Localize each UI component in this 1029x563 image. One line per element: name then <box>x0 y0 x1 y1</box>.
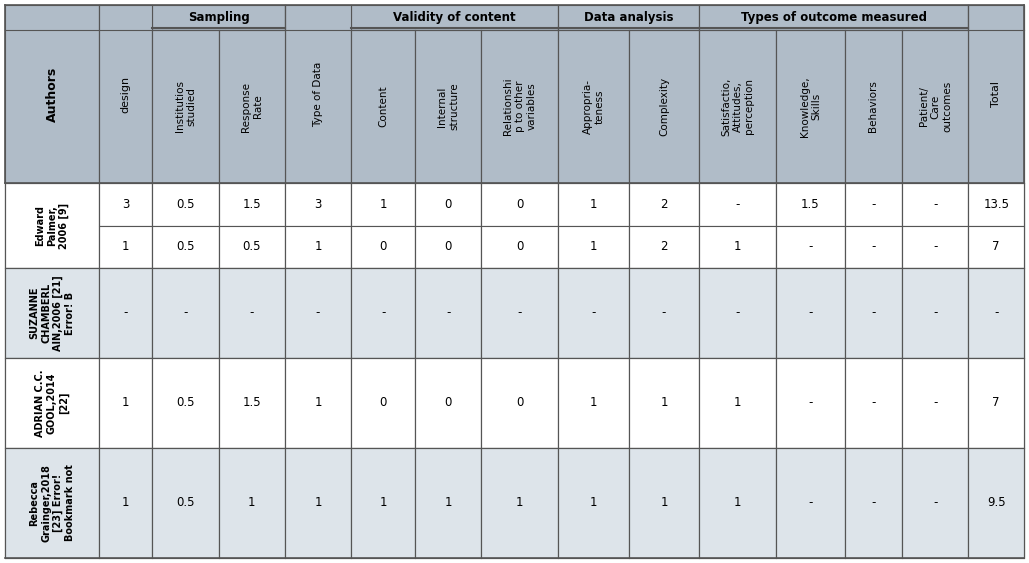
Text: 0: 0 <box>380 396 387 409</box>
Text: Response
Rate: Response Rate <box>241 82 262 132</box>
Text: 1: 1 <box>122 497 130 510</box>
Text: Types of outcome measured: Types of outcome measured <box>741 11 927 24</box>
Text: 1: 1 <box>590 497 597 510</box>
Bar <box>5 358 99 448</box>
Bar <box>218 268 285 358</box>
Bar <box>629 226 700 268</box>
Text: 0.5: 0.5 <box>243 240 261 253</box>
Bar <box>351 30 415 183</box>
Text: 0: 0 <box>445 396 452 409</box>
Text: Behaviors: Behaviors <box>868 81 879 132</box>
Bar <box>845 448 902 558</box>
Bar <box>285 268 351 358</box>
Text: -: - <box>381 306 385 319</box>
Bar <box>482 358 559 448</box>
Bar <box>415 358 482 448</box>
Text: 1: 1 <box>734 240 742 253</box>
Text: 0: 0 <box>517 198 524 211</box>
Bar <box>5 268 99 358</box>
Bar <box>629 30 700 183</box>
Bar <box>351 226 415 268</box>
Text: Internal
structure: Internal structure <box>437 83 459 130</box>
Bar <box>776 226 845 268</box>
Text: 1.5: 1.5 <box>243 396 261 409</box>
Bar <box>415 183 482 226</box>
Bar <box>218 226 285 268</box>
Text: Complexity: Complexity <box>659 77 669 136</box>
Text: 1: 1 <box>380 497 387 510</box>
Text: Type of Data: Type of Data <box>313 61 323 127</box>
Bar <box>482 268 559 358</box>
Bar <box>5 30 1024 183</box>
Bar <box>5 448 1024 558</box>
Bar <box>700 183 776 226</box>
Text: 2: 2 <box>661 198 668 211</box>
Text: -: - <box>736 198 740 211</box>
Text: 1.5: 1.5 <box>243 198 261 211</box>
Text: Authors: Authors <box>45 66 59 122</box>
Text: Relationshi
p to other
variables: Relationshi p to other variables <box>503 78 536 135</box>
Text: -: - <box>123 306 128 319</box>
Bar <box>482 448 559 558</box>
Bar <box>482 226 559 268</box>
Bar <box>776 358 845 448</box>
Text: -: - <box>933 240 937 253</box>
Text: 1: 1 <box>314 396 322 409</box>
Text: -: - <box>933 396 937 409</box>
Bar <box>285 226 351 268</box>
Bar <box>902 226 968 268</box>
Text: design: design <box>120 75 131 113</box>
Bar <box>99 183 152 226</box>
Text: 0.5: 0.5 <box>176 240 194 253</box>
Text: -: - <box>808 497 813 510</box>
Bar <box>902 268 968 358</box>
Bar <box>99 268 152 358</box>
Bar <box>351 183 415 226</box>
Text: 7: 7 <box>993 396 1000 409</box>
Bar <box>629 358 700 448</box>
Text: 9.5: 9.5 <box>987 497 1005 510</box>
Text: 1: 1 <box>122 240 130 253</box>
Bar <box>559 358 629 448</box>
Bar <box>559 5 700 30</box>
Text: 3: 3 <box>314 198 322 211</box>
Bar <box>902 30 968 183</box>
Text: -: - <box>933 306 937 319</box>
Bar <box>968 226 1024 268</box>
Bar <box>559 30 629 183</box>
Text: 1: 1 <box>248 497 255 510</box>
Bar <box>285 448 351 558</box>
Text: Data analysis: Data analysis <box>584 11 674 24</box>
Bar <box>99 448 152 558</box>
Bar <box>776 448 845 558</box>
Bar <box>415 226 482 268</box>
Bar <box>776 268 845 358</box>
Text: 1: 1 <box>590 396 597 409</box>
Bar <box>218 183 285 226</box>
Text: 0: 0 <box>517 240 524 253</box>
Bar <box>776 183 845 226</box>
Bar <box>629 448 700 558</box>
Text: 1: 1 <box>590 240 597 253</box>
Bar <box>968 358 1024 448</box>
Bar <box>5 5 99 183</box>
Text: 1: 1 <box>734 497 742 510</box>
Text: 1: 1 <box>734 396 742 409</box>
Bar <box>415 448 482 558</box>
Bar <box>845 183 902 226</box>
Bar <box>152 448 218 558</box>
Bar <box>845 358 902 448</box>
Bar <box>285 5 351 183</box>
Bar <box>285 183 351 226</box>
Text: 1: 1 <box>314 497 322 510</box>
Bar <box>700 30 776 183</box>
Bar <box>152 358 218 448</box>
Bar <box>845 30 902 183</box>
Text: -: - <box>183 306 187 319</box>
Bar <box>415 268 482 358</box>
Text: -: - <box>808 306 813 319</box>
Text: SUZANNE
CHAMBERL
AIN,2006 [21]
Error! B: SUZANNE CHAMBERL AIN,2006 [21] Error! B <box>30 275 74 351</box>
Bar <box>700 226 776 268</box>
Text: -: - <box>592 306 596 319</box>
Bar <box>218 358 285 448</box>
